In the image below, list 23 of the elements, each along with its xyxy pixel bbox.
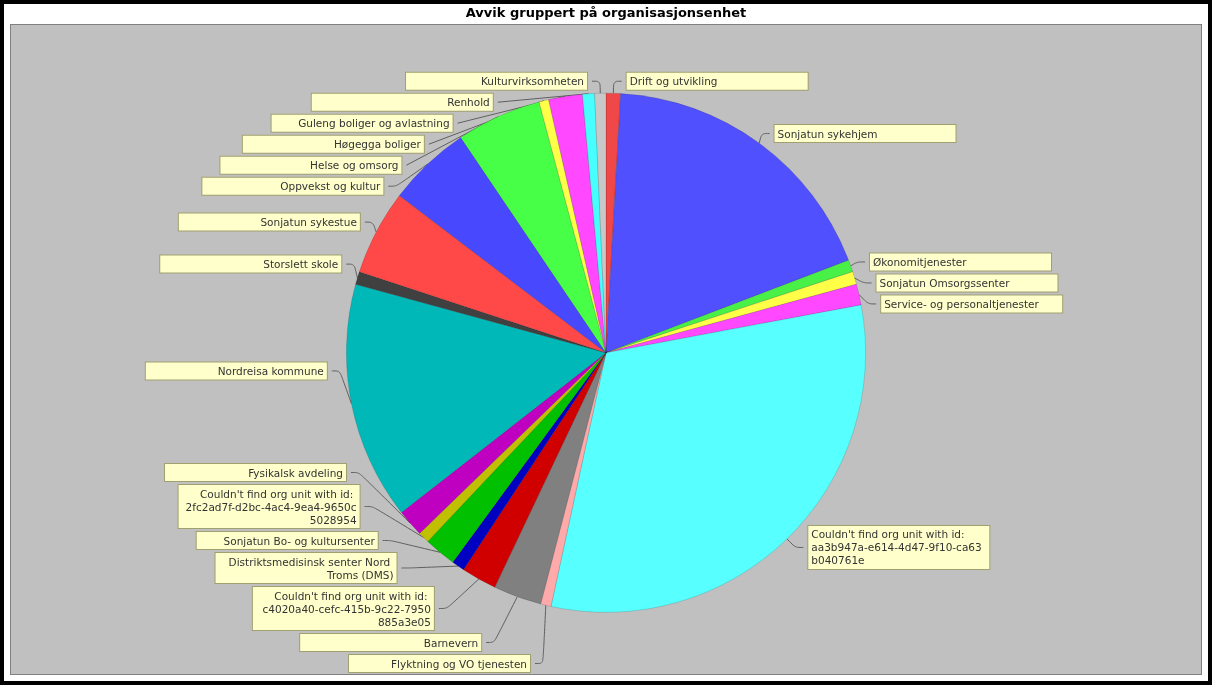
- slice-label: Barnevern: [423, 636, 479, 649]
- slice-label: Couldn't find org unit with id: aa3b947a-e614-4d47-9f10-ca63b040761e: [811, 528, 982, 567]
- slice-label: Nordreisa kommune: [217, 364, 324, 377]
- slice-label: Oppvekst og kultur: [280, 180, 382, 193]
- chart-title: Avvik gruppert på organisasjonsenhet: [464, 4, 748, 22]
- slice-label: Helse og omsorg: [310, 159, 399, 172]
- slice-label: Service- og personaltjenester: [884, 297, 1040, 310]
- slice-label: Kulturvirksomheten: [481, 75, 585, 88]
- slice-label: Fysikalsk avdeling: [248, 466, 344, 479]
- slice-label: Couldn't find org unit with id: 2fc2ad7f-d2bc-4ac4-9ea4-9650c5028954: [185, 487, 357, 526]
- slice-label: Høgegga boliger: [333, 138, 422, 151]
- slice-label: Couldn't find org unit with id: c4020a40-cefc-415b-9c22-7950885a3e05: [262, 589, 431, 628]
- slice-label: Drift og utvikling: [629, 75, 718, 88]
- slice-label: Sonjatun sykehjem: [777, 127, 878, 140]
- slice-label: Sonjatun Bo- og kultursenter: [223, 534, 376, 547]
- slice-label: Renhold: [447, 96, 490, 109]
- slice-label: Økonomitjenester: [873, 255, 968, 268]
- slice-label: Guleng boliger og avlastning: [298, 117, 450, 130]
- slice-label: Sonjatun Omsorgssenter: [879, 276, 1011, 289]
- slice-label: Flyktning og VO tjenesten: [391, 657, 528, 670]
- slice-label: Distriktsmedisinsk senter Nord Troms (DMS): [228, 555, 394, 581]
- slice-label: Sonjatun sykestue: [260, 216, 357, 229]
- slice-label: Storslett skole: [263, 258, 339, 271]
